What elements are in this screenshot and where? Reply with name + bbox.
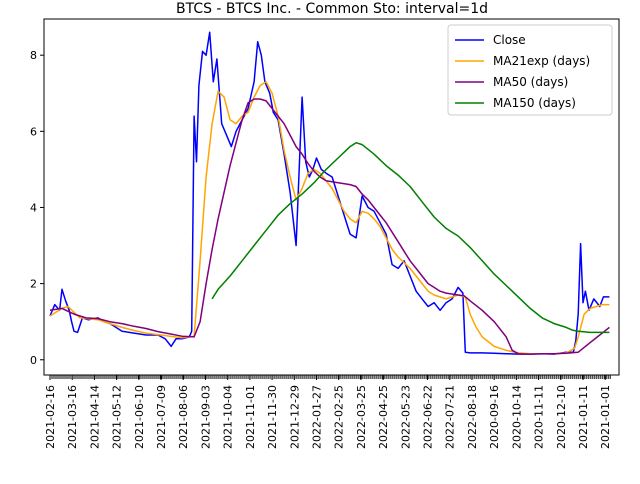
x-tick-label-10: 2021-11-30	[266, 385, 279, 449]
x-tick-label-13: 2022-02-25	[333, 385, 346, 449]
x-tick-label-16: 2022-05-23	[399, 385, 412, 449]
plot-frame	[43, 18, 620, 376]
y-tick-label-3: 6	[30, 125, 37, 138]
legend-label-3: MA150 (days)	[493, 96, 576, 110]
x-tick-label-9: 2021-11-01	[244, 385, 257, 449]
x-tick-label-14: 2022-03-25	[355, 385, 368, 449]
series-line-3	[211, 141, 610, 334]
x-tick-label-8: 2021-10-04	[222, 385, 235, 449]
x-tick-label-7: 2021-09-03	[199, 385, 212, 449]
series-layer	[49, 31, 610, 355]
series-line-2	[49, 98, 610, 355]
x-tick-label-4: 2021-06-10	[133, 385, 146, 449]
x-tick-label-5: 2021-07-09	[155, 385, 168, 449]
legend-box	[447, 24, 613, 116]
x-tick-label-12: 2022-01-27	[310, 385, 323, 449]
x-tick-label-18: 2022-07-21	[444, 385, 457, 449]
x-tick-label-1: 2021-03-16	[66, 385, 79, 449]
x-tick-label-15: 2022-04-25	[377, 385, 390, 449]
x-tick-label-2: 2021-04-14	[88, 385, 101, 449]
legend-label-2: MA50 (days)	[493, 75, 568, 89]
legend-label-1: MA21exp (days)	[493, 54, 590, 68]
y-tick-label-1: 2	[30, 278, 37, 291]
x-tick-label-3: 2021-05-12	[111, 385, 124, 449]
x-tick-label-25: 2021-01-01	[599, 385, 612, 449]
legend-label-0: Close	[493, 33, 526, 47]
series-line-0	[49, 31, 610, 355]
x-tick-label-11: 2021-12-29	[288, 385, 301, 449]
x-tick-label-6: 2021-08-06	[177, 385, 190, 449]
x-tick-label-20: 2020-09-16	[488, 385, 501, 449]
x-tick-label-0: 2021-02-16	[44, 385, 57, 449]
x-tick-label-23: 2020-12-10	[555, 385, 568, 449]
chart-title: BTCS - BTCS Inc. - Common Sto: interval=…	[176, 1, 488, 17]
series-line-1	[49, 81, 610, 355]
x-tick-label-22: 2020-11-11	[533, 385, 546, 449]
x-tick-label-17: 2022-06-22	[422, 385, 435, 449]
legend: Close MA21exp (days) MA50 (days) MA150 (day…	[447, 24, 613, 116]
x-tick-label-21: 2020-10-14	[510, 385, 523, 449]
x-tick-label-24: 2021-01-11	[577, 385, 590, 449]
y-tick-label-2: 4	[30, 201, 37, 214]
y-tick-label-0: 0	[30, 354, 37, 367]
axes-layer: 0 2 4 6 8 2021-02-16 2021-03-16 2021-04-14 2021-…	[30, 49, 612, 449]
y-tick-label-4: 8	[30, 49, 37, 62]
x-tick-label-19: 2022-08-18	[466, 385, 479, 449]
